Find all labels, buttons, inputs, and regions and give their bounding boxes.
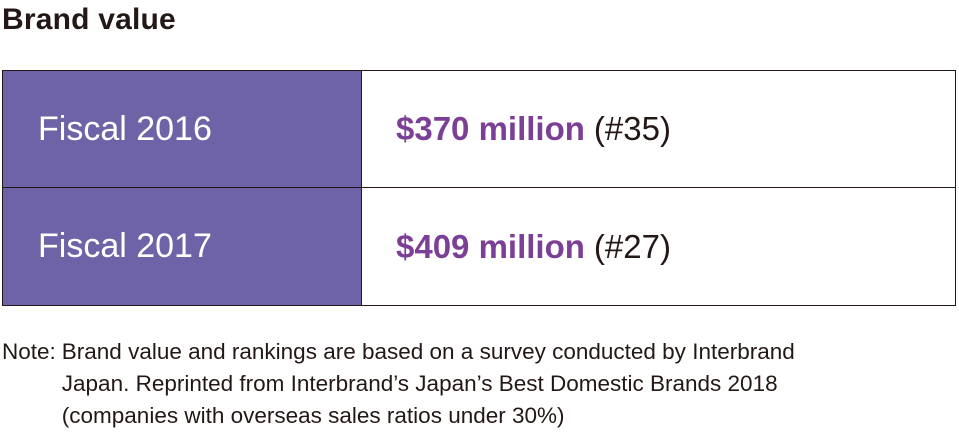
brand-value-rank: (#27) bbox=[593, 227, 671, 265]
page-title: Brand value bbox=[2, 3, 176, 36]
value-cell-fiscal-2016: $370 million (#35) bbox=[362, 71, 955, 188]
note-label: Note: bbox=[2, 339, 56, 364]
value-cell-fiscal-2017: $409 million (#27) bbox=[362, 188, 955, 305]
footnote: Note: Brand value and rankings are based… bbox=[2, 336, 957, 432]
brand-value-rank: (#35) bbox=[593, 110, 671, 147]
note-line: Japan. Reprinted from Interbrand’s Japan… bbox=[61, 371, 778, 396]
year-cell-fiscal-2016: Fiscal 2016 bbox=[3, 71, 362, 188]
note-line: Brand value and rankings are based on a … bbox=[61, 339, 795, 364]
brand-value-amount: $370 million bbox=[396, 110, 585, 147]
note-line: (companies with overseas sales ratios un… bbox=[61, 403, 565, 428]
brand-value-table: Fiscal 2016 $370 million (#35) Fiscal 20… bbox=[2, 70, 956, 306]
note-text: Brand value and rankings are based on a … bbox=[62, 336, 957, 432]
brand-value-amount: $409 million bbox=[396, 227, 585, 265]
year-cell-fiscal-2017: Fiscal 2017 bbox=[3, 188, 362, 305]
